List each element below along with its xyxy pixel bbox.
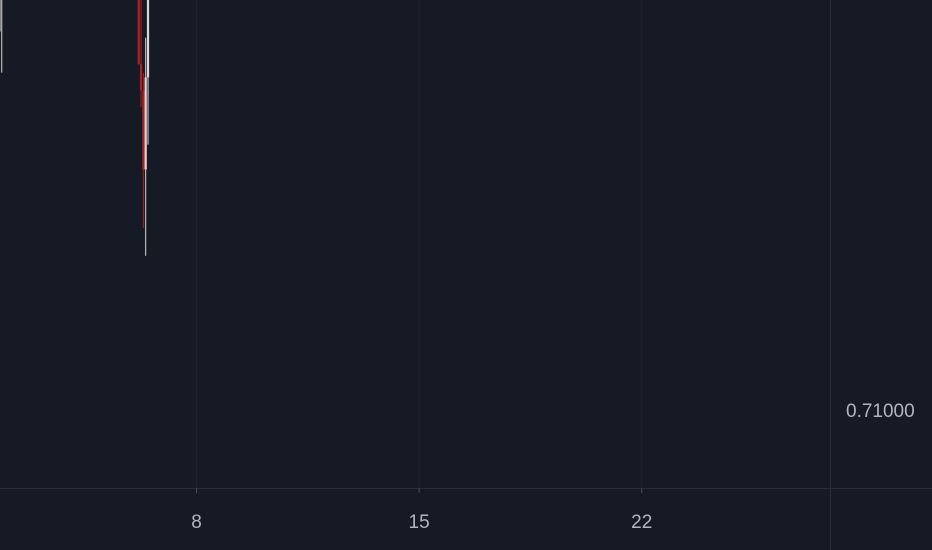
- x-tick-label: 15: [409, 512, 430, 533]
- x-tick-label: 22: [631, 512, 652, 533]
- candle-body: [139, 63, 143, 91]
- candle: [146, 0, 150, 145]
- y-tick-label: 0.71000: [846, 401, 915, 422]
- x-tick-label: 8: [191, 512, 202, 533]
- candlestick-series: [0, 0, 150, 256]
- price-axis[interactable]: 0.710000.71500: [846, 0, 915, 422]
- candle: [142, 72, 145, 229]
- candle-body: [146, 0, 150, 78]
- candle: [144, 37, 147, 256]
- candle-body: [144, 77, 147, 170]
- chart-grid: [196, 0, 643, 488]
- candle: [0, 0, 1, 32]
- candle-body: [142, 90, 145, 170]
- candle: [137, 0, 140, 65]
- candle: [139, 0, 143, 108]
- candle-body: [137, 0, 140, 64]
- candle: [1, 0, 3, 73]
- time-axis[interactable]: 8 15 22: [191, 488, 652, 533]
- candle-body: [0, 0, 1, 32]
